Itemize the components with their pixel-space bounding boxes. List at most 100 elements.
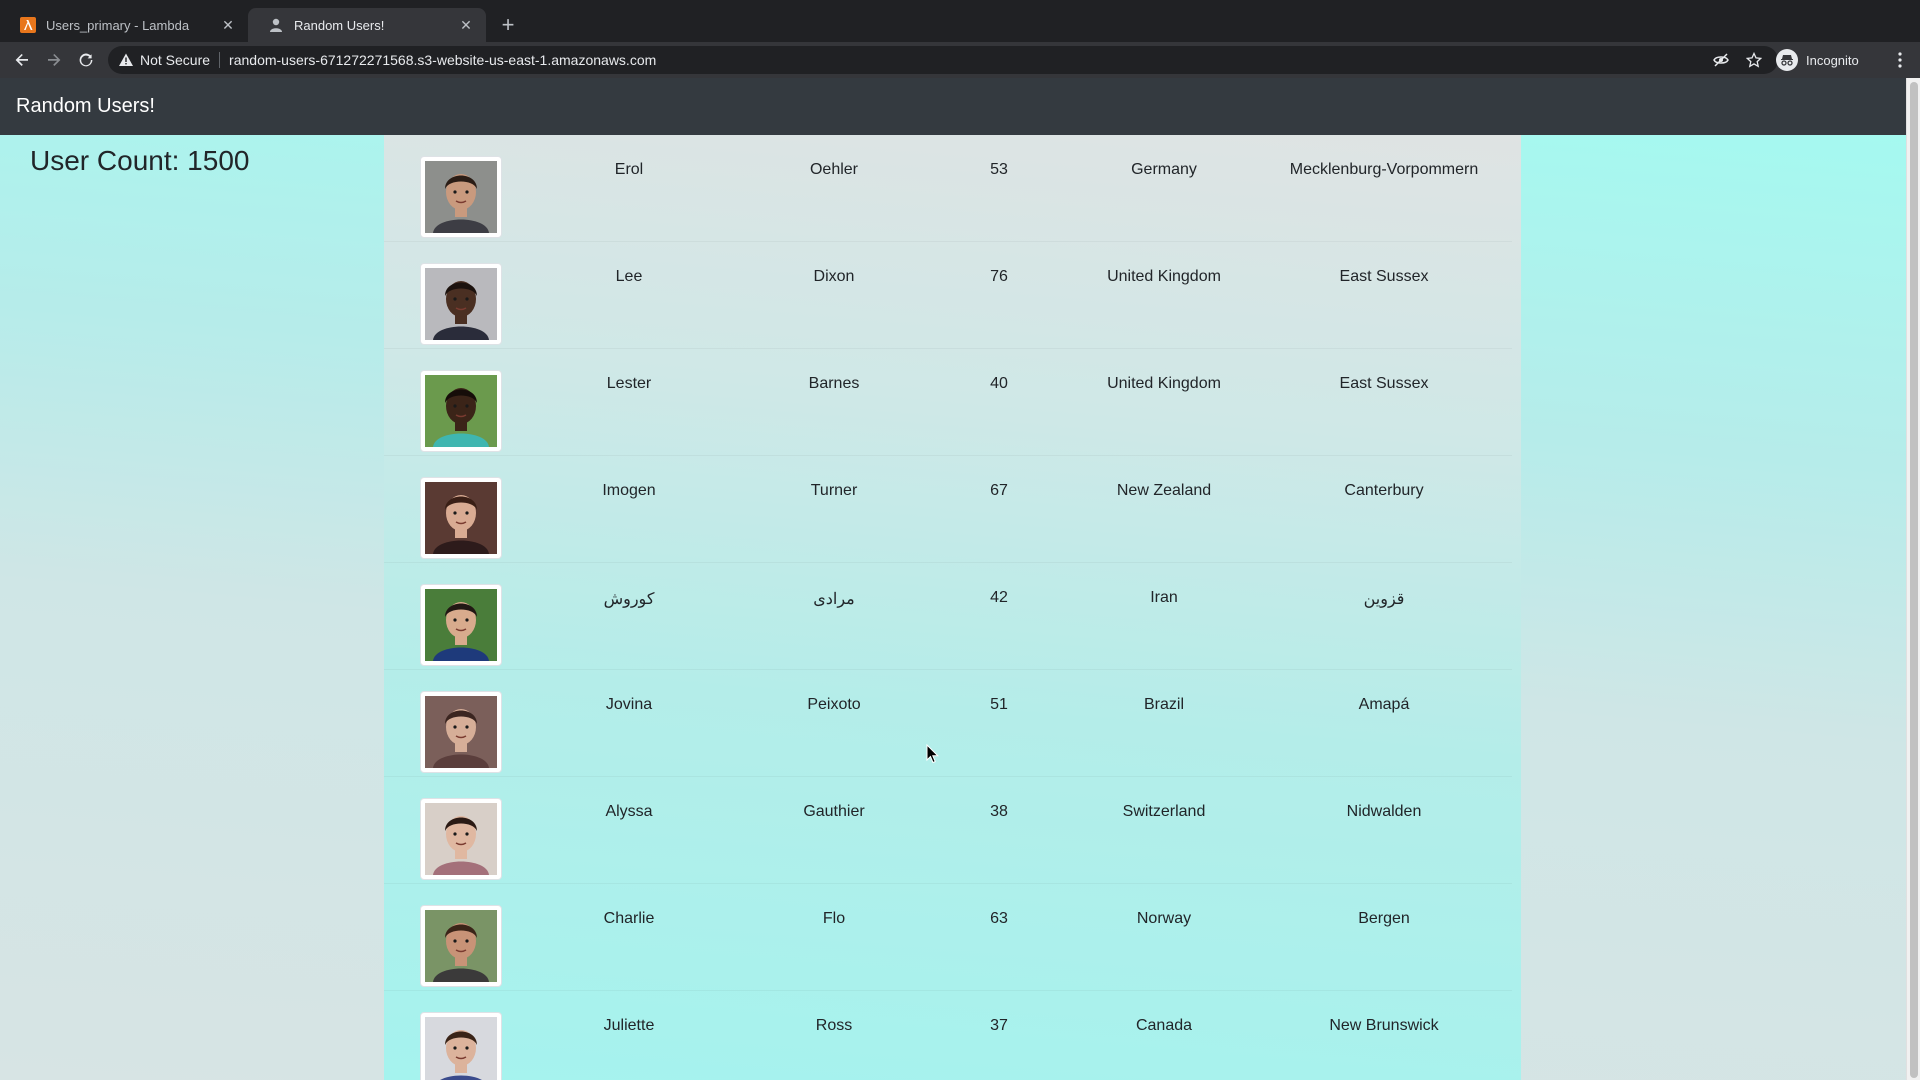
avatar xyxy=(420,156,502,238)
user-first-name: Imogen xyxy=(602,482,656,499)
user-country: United Kingdom xyxy=(1107,375,1221,392)
navbar-brand[interactable]: Random Users! xyxy=(16,95,155,117)
user-age: 67 xyxy=(990,482,1008,499)
star-icon xyxy=(1746,52,1762,68)
user-first-name: Erol xyxy=(614,161,644,178)
avatar xyxy=(420,370,502,452)
user-photo-icon xyxy=(425,161,497,233)
address-bar[interactable]: Not Secure random-users-671272271568.s3-… xyxy=(108,46,1778,74)
tab-title: Users_primary - Lambda xyxy=(46,17,190,33)
user-last-name: Dixon xyxy=(813,268,855,285)
user-row: Alyssa Gauthier 38 Switzerland Nidwalden xyxy=(384,777,1512,884)
user-row: Lester Barnes 40 United Kingdom East Sussex xyxy=(384,349,1512,456)
avatar xyxy=(420,691,502,773)
mouse-cursor-icon xyxy=(926,744,940,764)
user-last-name: Oehler xyxy=(809,161,859,178)
navbar: Random Users! xyxy=(0,78,1906,135)
reload-button[interactable] xyxy=(74,48,98,72)
bookmark-button[interactable] xyxy=(1742,48,1766,72)
avatar xyxy=(420,477,502,559)
user-age: 37 xyxy=(990,1017,1008,1034)
user-last-name: Flo xyxy=(822,910,846,927)
browser-tabstrip: Users_primary - Lambda ✕ Random Users! ✕… xyxy=(0,0,1920,42)
reload-icon xyxy=(79,53,93,67)
incognito-indicator[interactable]: Incognito xyxy=(1776,47,1859,73)
tab-random-users[interactable]: Random Users! ✕ xyxy=(248,8,486,42)
arrow-left-icon xyxy=(15,54,28,66)
tab-users-primary-lambda[interactable]: Users_primary - Lambda ✕ xyxy=(0,8,248,42)
user-first-name: Lee xyxy=(615,268,643,285)
user-age: 63 xyxy=(990,910,1008,927)
user-row: Erol Oehler 53 Germany Mecklenburg-Vorpommer… xyxy=(384,135,1512,242)
user-first-name: کوروش xyxy=(603,591,655,608)
new-tab-button[interactable]: + xyxy=(501,12,515,37)
user-country: Switzerland xyxy=(1122,803,1206,820)
user-photo-icon xyxy=(425,803,497,875)
browser-toolbar: Not Secure random-users-671272271568.s3-… xyxy=(0,42,1920,78)
user-list: Erol Oehler 53 Germany Mecklenburg-Vorpommer… xyxy=(384,135,1521,1080)
url-text[interactable]: random-users-671272271568.s3-website-us-… xyxy=(229,52,657,68)
user-age: 51 xyxy=(990,696,1008,713)
user-state: New Brunswick xyxy=(1329,1017,1439,1034)
user-country: Brazil xyxy=(1143,696,1184,713)
user-count-heading: User Count: 1500 xyxy=(30,145,250,176)
user-row: Imogen Turner 67 New Zealand Canterbury xyxy=(384,456,1512,563)
user-first-name: Charlie xyxy=(603,910,655,927)
user-age: 38 xyxy=(990,803,1008,820)
user-first-name: Juliette xyxy=(603,1017,655,1034)
user-last-name: Barnes xyxy=(808,375,860,392)
tab-title: Random Users! xyxy=(294,17,385,33)
avatar xyxy=(420,584,502,666)
user-state: Bergen xyxy=(1358,910,1410,927)
person-icon xyxy=(270,18,282,32)
user-photo-icon xyxy=(425,589,497,661)
avatar xyxy=(420,1012,502,1080)
avatar xyxy=(420,905,502,987)
eye-off-icon xyxy=(1713,53,1729,67)
user-last-name: Turner xyxy=(810,482,858,499)
browser-menu-button[interactable] xyxy=(1892,48,1908,72)
user-row: Juliette Ross 37 Canada New Brunswick xyxy=(384,991,1512,1080)
user-photo-icon xyxy=(425,696,497,768)
user-age: 53 xyxy=(990,161,1008,178)
warning-triangle-icon xyxy=(119,53,133,66)
user-row: Charlie Flo 63 Norway Bergen xyxy=(384,884,1512,991)
user-country: Norway xyxy=(1136,910,1192,927)
avatar xyxy=(420,798,502,880)
avatar xyxy=(420,263,502,345)
third-party-cookies-button[interactable] xyxy=(1709,48,1733,72)
user-last-name: Gauthier xyxy=(803,803,865,820)
user-state: East Sussex xyxy=(1339,268,1429,285)
user-photo-icon xyxy=(425,268,497,340)
user-age: 42 xyxy=(990,589,1008,606)
omnibox-divider xyxy=(219,52,221,68)
incognito-label: Incognito xyxy=(1806,52,1859,68)
user-first-name: Alyssa xyxy=(605,803,653,820)
more-vert-icon xyxy=(1898,52,1902,68)
incognito-icon xyxy=(1776,49,1798,71)
user-state: Nidwalden xyxy=(1346,803,1422,820)
page-scrollbar-thumb[interactable] xyxy=(1910,82,1918,1078)
user-photo-icon xyxy=(425,1017,497,1080)
security-status[interactable]: Not Secure xyxy=(140,52,211,68)
user-state: Mecklenburg-Vorpommern xyxy=(1289,161,1479,178)
close-icon[interactable]: ✕ xyxy=(222,16,234,33)
user-row: Jovina Peixoto 51 Brazil Amapá xyxy=(384,670,1512,777)
aws-lambda-icon xyxy=(20,17,36,33)
user-first-name: Lester xyxy=(606,375,652,392)
page-scrollbar[interactable] xyxy=(1906,78,1920,1080)
page-body: User Count: 1500 Erol Oehler 53 Germany Meck… xyxy=(0,135,1906,1080)
user-photo-icon xyxy=(425,910,497,982)
user-photo-icon xyxy=(425,375,497,447)
user-country: Germany xyxy=(1131,161,1197,178)
user-state: East Sussex xyxy=(1339,375,1429,392)
user-country: United Kingdom xyxy=(1107,268,1221,285)
forward-button[interactable] xyxy=(42,48,66,72)
close-icon[interactable]: ✕ xyxy=(460,16,472,33)
user-last-name: Peixoto xyxy=(807,696,861,713)
back-button[interactable] xyxy=(10,48,34,72)
user-country: New Zealand xyxy=(1116,482,1212,499)
user-photo-icon xyxy=(425,482,497,554)
user-row: Lee Dixon 76 United Kingdom East Sussex xyxy=(384,242,1512,349)
user-state: قزوین xyxy=(1363,591,1405,608)
